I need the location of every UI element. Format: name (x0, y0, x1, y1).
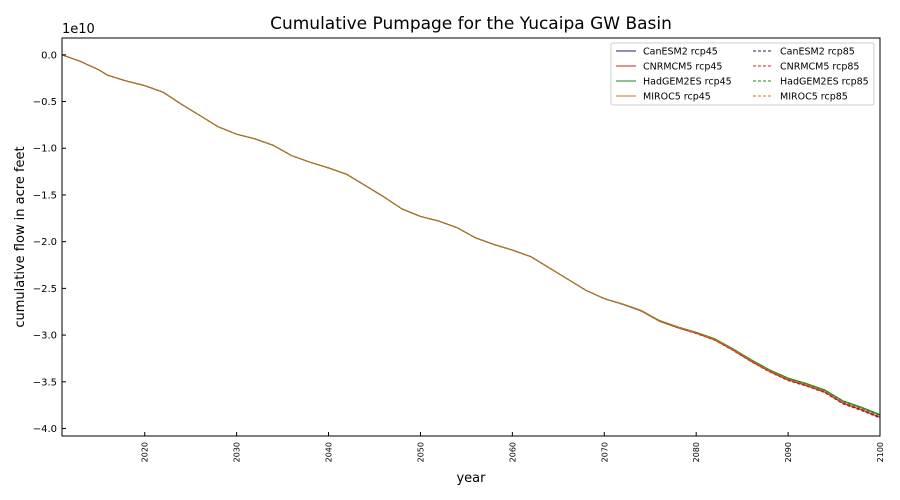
x-tick-label: 2090 (784, 442, 793, 462)
legend-label: HadGEM2ES rcp85 (780, 77, 869, 88)
ticks-layer: 2020 2030 2040 2050 2060 2070 2080 2090 2100 0.0 −… (33, 50, 885, 462)
y-tick-label: −2.0 (33, 237, 57, 248)
y-tick-label: −1.0 (33, 144, 57, 155)
x-tick-label: 2030 (233, 442, 242, 462)
y-axis-label: cumulative flow in acre feet (13, 146, 28, 327)
chart-title: Cumulative Pumpage for the Yucaipa GW Ba… (270, 14, 672, 34)
legend-label: MIROC5 rcp45 (643, 92, 711, 103)
y-tick-label: −3.5 (33, 377, 57, 388)
legend-label: HadGEM2ES rcp45 (643, 77, 732, 88)
legend-box (610, 42, 875, 106)
legend-label: CanESM2 rcp85 (780, 47, 855, 58)
x-tick-label: 2020 (141, 442, 150, 462)
legend-label: MIROC5 rcp85 (780, 92, 848, 103)
y-tick-label: −2.5 (33, 284, 57, 295)
legend-label: CanESM2 rcp45 (643, 47, 718, 58)
series-line-3 (61, 54, 881, 416)
legend-label: CNRMCM5 rcp45 (643, 62, 722, 73)
x-tick-label: 2080 (692, 442, 701, 462)
plot-frame (61, 37, 881, 437)
x-tick-label: 2070 (600, 442, 609, 462)
x-axis-label: year (456, 471, 486, 486)
y-tick-label: −3.0 (33, 331, 57, 342)
x-tick-label: 2040 (325, 442, 334, 462)
y-tick-label: −4.0 (33, 424, 57, 435)
x-tick-label: 2060 (508, 442, 517, 462)
series-layer (61, 54, 881, 419)
series-line-2 (61, 54, 881, 415)
x-tick-label: 2100 (876, 442, 885, 462)
y-offset-text: 1e10 (62, 22, 95, 37)
legend-label: CNRMCM5 rcp85 (780, 62, 859, 73)
y-tick-label: 0.0 (41, 50, 57, 61)
series-line-7 (61, 54, 881, 417)
x-tick-label: 2050 (416, 442, 425, 462)
y-tick-label: −1.5 (33, 190, 57, 201)
y-tick-label: −0.5 (33, 97, 57, 108)
legend: CanESM2 rcp45 CNRMCM5 rcp45 HadGEM2ES rcp4… (610, 42, 875, 106)
